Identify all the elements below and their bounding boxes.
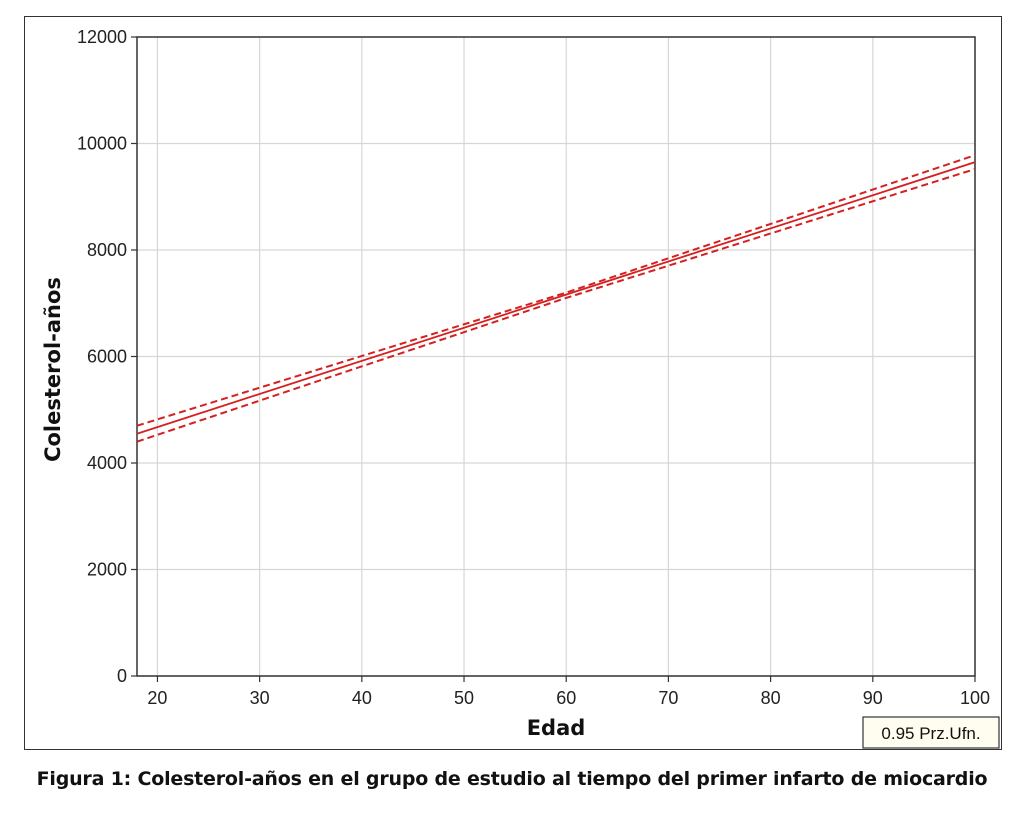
annotation-text: 0.95 Prz.Ufn. — [881, 724, 980, 743]
x-axis-title: Edad — [527, 716, 586, 740]
x-tick-label: 30 — [250, 688, 270, 708]
x-tick-label: 70 — [658, 688, 678, 708]
x-tick-label: 60 — [556, 688, 576, 708]
x-tick-label: 50 — [454, 688, 474, 708]
confidence-band-line-2 — [136, 168, 976, 443]
x-tick-label: 40 — [352, 688, 372, 708]
y-tick-label: 6000 — [87, 347, 127, 367]
y-tick-label: 2000 — [87, 560, 127, 580]
chart-frame — [24, 16, 1002, 750]
confidence-band-line-1 — [136, 154, 976, 427]
y-tick-label: 8000 — [87, 240, 127, 260]
x-tick-label: 80 — [761, 688, 781, 708]
chart: 20 30 40 50 60 70 80 90 100 0 2000 4000 6000 8000 1000… — [41, 27, 1000, 749]
series-group — [136, 154, 976, 443]
y-tick-label: 10000 — [77, 134, 127, 154]
axis-ticks: 20 30 40 50 60 70 80 90 100 0 2000 4000 6000 8000 1000… — [77, 27, 990, 708]
x-tick-label: 100 — [960, 688, 990, 708]
x-tick-label: 90 — [863, 688, 883, 708]
y-tick-label: 4000 — [87, 453, 127, 473]
y-tick-label: 12000 — [77, 27, 127, 47]
regression-line — [136, 161, 976, 435]
legend-box: 0.95 Prz.Ufn. — [862, 716, 1000, 749]
chart-grid — [137, 36, 976, 677]
figure-caption: Figura 1: Colesterol-años en el grupo de… — [36, 768, 988, 790]
annotation-box — [862, 716, 1000, 749]
y-axis-title: Colesterol-años — [41, 277, 65, 462]
y-tick-label: 0 — [117, 666, 127, 686]
x-tick-label: 20 — [147, 688, 167, 708]
